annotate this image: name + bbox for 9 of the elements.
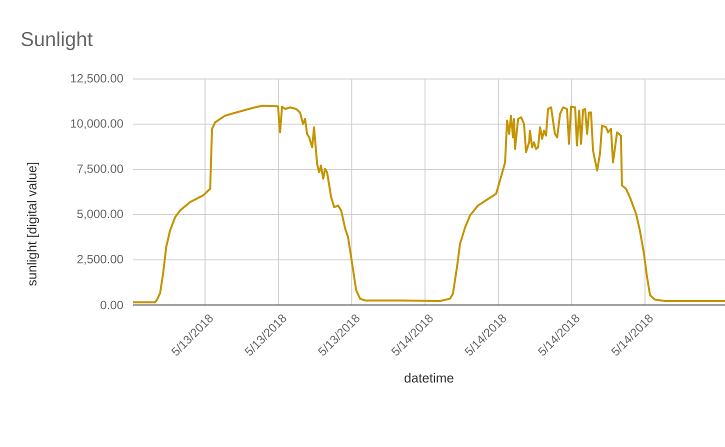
y-tick-label: 12,500.00	[70, 74, 123, 84]
y-tick-label: 7,500.00	[77, 164, 123, 174]
y-axis-title: sunlight [digital value]	[26, 162, 40, 286]
y-tick-label: 2,500.00	[77, 254, 123, 265]
y-tick-label: 0.00	[100, 300, 124, 310]
y-tick-label: 5,000.00	[77, 210, 123, 220]
chart-title: Sunlight	[21, 32, 93, 50]
x-axis-title: datetime	[404, 373, 454, 383]
y-tick-label: 10,000.00	[70, 119, 123, 130]
